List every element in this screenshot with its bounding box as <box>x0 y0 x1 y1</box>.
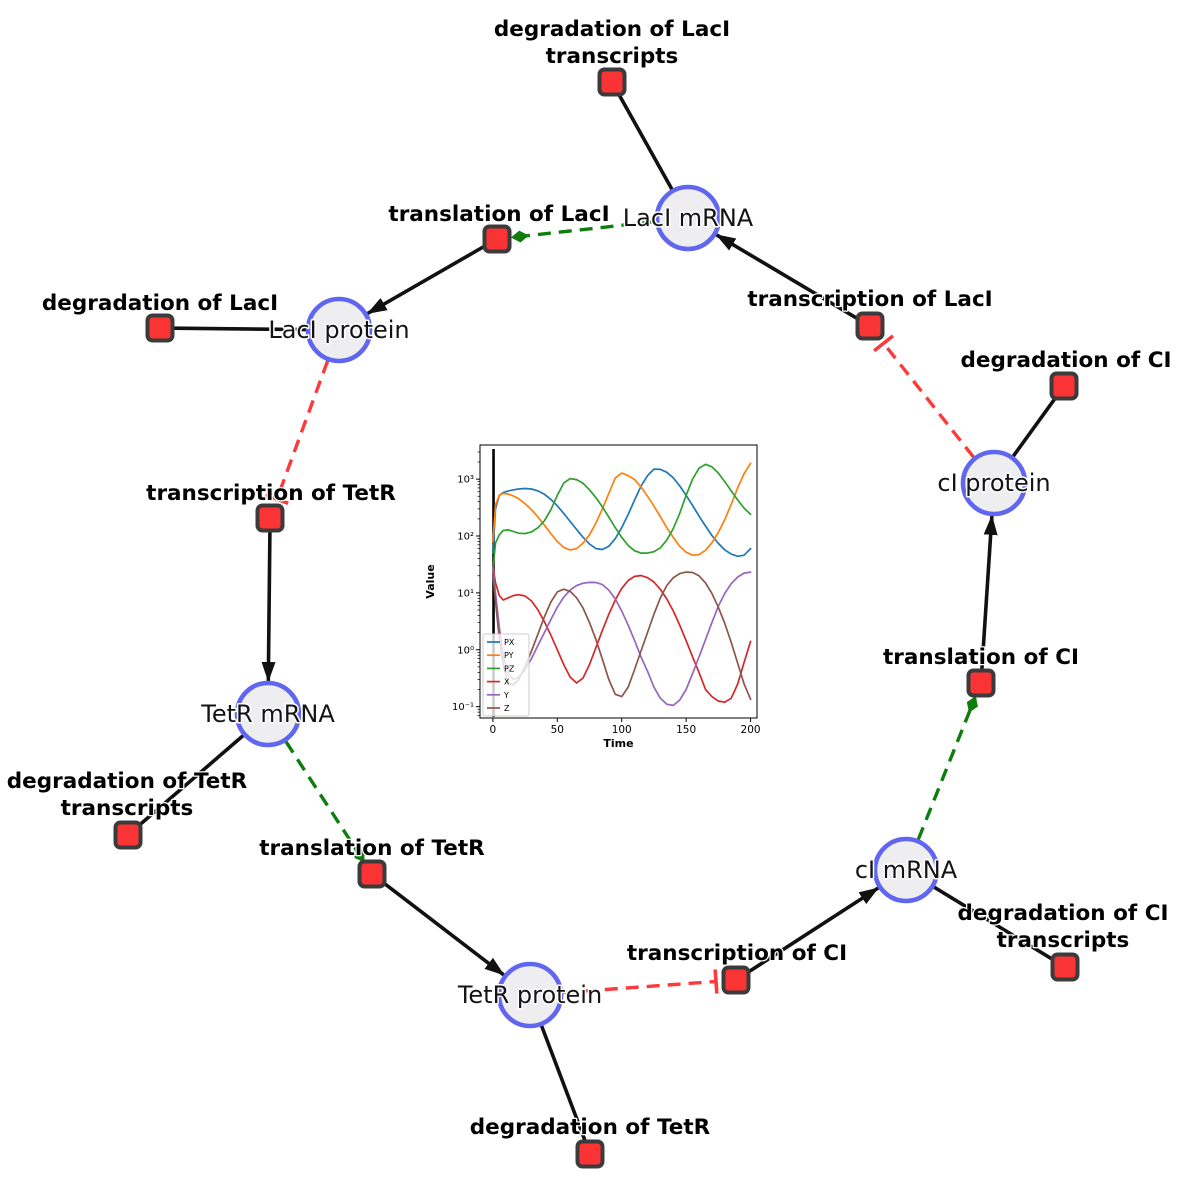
reaction-label: degradation of LacI <box>494 17 730 42</box>
reaction-node-transcription-of-ci[interactable] <box>721 965 751 995</box>
chart-legend: PX PY PZ XYZ <box>482 633 530 717</box>
edge-transcription-of-tetr-to-tetr-mrna <box>261 531 276 682</box>
reaction-label: degradation of TetR <box>470 1115 711 1140</box>
edge-ci-mrna-to-translation-of-ci <box>916 695 978 841</box>
edge-laci-mrna-to-translation-of-laci <box>510 219 656 243</box>
edge-laci-protein-to-degradation-of-laci <box>173 326 307 332</box>
reaction-node-degradation-of-ci-transcripts[interactable] <box>1050 952 1080 982</box>
species-label: cI protein <box>937 469 1050 497</box>
species-node-laci-mrna[interactable] <box>654 184 722 252</box>
reaction-node-degradation-of-ci[interactable] <box>1049 371 1079 401</box>
edges-layer <box>137 93 1058 1142</box>
x-tick-label: 50 <box>551 724 564 736</box>
reaction-label: translation of CI <box>883 645 1079 670</box>
reaction-node-degradation-of-tetr-transcripts[interactable] <box>113 820 143 850</box>
reaction-label: transcription of CI <box>627 941 847 966</box>
species-node-laci-protein[interactable] <box>305 296 373 364</box>
edge-ci-protein-inhibits-transcription-of-laci <box>873 334 975 459</box>
edge-transcription-of-ci-to-ci-mrna <box>746 886 880 974</box>
y-tick-label: 10⁰ <box>457 645 474 656</box>
reaction-node-translation-of-tetr[interactable] <box>357 859 387 889</box>
x-tick-label: 200 <box>741 724 761 736</box>
species-node-ci-mrna[interactable] <box>872 836 940 904</box>
edge-translation-of-laci-to-laci-protein <box>366 244 486 316</box>
reaction-label: transcripts <box>61 796 194 821</box>
x-tick-label: 0 <box>490 724 497 736</box>
species-label: TetR mRNA <box>200 700 335 728</box>
y-tick-label: 10¹ <box>457 588 474 599</box>
chart-series-PY <box>492 462 752 557</box>
x-tick-label: 150 <box>676 724 696 736</box>
reaction-node-degradation-of-laci[interactable] <box>145 313 175 343</box>
reaction-label: degradation of CI <box>961 348 1172 373</box>
reaction-node-translation-of-laci[interactable] <box>482 224 512 254</box>
reaction-node-translation-of-ci[interactable] <box>966 668 996 698</box>
y-tick-label: 10³ <box>457 475 474 486</box>
reaction-label: transcripts <box>546 44 679 69</box>
legend-label-PY: PY <box>504 651 514 660</box>
legend-label-PX: PX <box>504 638 515 647</box>
edge-tetr-protein-to-degradation-of-tetr <box>539 1025 587 1142</box>
chart-axes-box <box>479 444 758 719</box>
species-label: LacI mRNA <box>623 204 754 232</box>
species-label: cI mRNA <box>855 856 958 884</box>
y-tick-label: 10⁻¹ <box>452 702 474 713</box>
x-tick-label: 100 <box>612 724 632 736</box>
edge-tetr-mrna-to-translation-of-tetr <box>284 740 365 863</box>
x-axis-label: Time <box>603 737 633 750</box>
edge-tetr-mrna-to-degradation-of-tetr-transcripts <box>137 734 245 828</box>
species-label: TetR protein <box>457 981 602 1009</box>
legend-label-Z: Z <box>504 704 510 713</box>
reaction-label: degradation of CI <box>958 901 1169 926</box>
reaction-label: transcription of TetR <box>146 481 396 506</box>
legend-label-Y: Y <box>503 691 509 700</box>
reaction-nodes-layer <box>113 67 1080 1169</box>
species-node-tetr-mrna[interactable] <box>234 680 302 748</box>
reaction-node-transcription-of-tetr[interactable] <box>255 503 285 533</box>
reaction-node-transcription-of-laci[interactable] <box>855 311 885 341</box>
labels-layer: degradation of LacI transcripts translat… <box>6 16 1173 1142</box>
edge-ci-protein-to-degradation-of-ci <box>1011 396 1058 458</box>
reaction-label: transcription of LacI <box>747 287 992 312</box>
reaction-node-degradation-of-laci-transcripts[interactable] <box>597 67 627 97</box>
reaction-label: translation of TetR <box>259 836 485 861</box>
species-node-ci-protein[interactable] <box>960 449 1028 517</box>
legend-label-X: X <box>504 678 510 687</box>
edge-transcription-of-laci-to-laci-mrna <box>715 233 859 321</box>
edge-translation-of-tetr-to-tetr-protein <box>382 881 505 977</box>
chart-series-PZ <box>492 463 752 572</box>
species-label: LacI protein <box>268 316 409 344</box>
edge-laci-protein-inhibits-transcription-of-tetr <box>265 360 330 506</box>
y-tick-label: 10² <box>457 532 474 543</box>
reaction-label: degradation of LacI <box>42 291 278 316</box>
edge-ci-mrna-to-degradation-of-ci-transcripts <box>933 885 1055 962</box>
reaction-node-degradation-of-tetr[interactable] <box>575 1139 605 1169</box>
legend-label-PZ: PZ <box>504 664 515 673</box>
y-axis-label: Value <box>424 564 437 598</box>
reaction-label: degradation of TetR <box>7 769 248 794</box>
reaction-label: translation of LacI <box>388 202 609 227</box>
species-nodes-layer <box>234 184 1028 1029</box>
edge-tetr-protein-inhibits-transcription-of-ci <box>562 969 719 995</box>
species-node-tetr-protein[interactable] <box>496 961 564 1029</box>
edge-laci-mrna-to-degradation-of-laci-transcripts <box>617 93 674 191</box>
reaction-label: transcripts <box>997 928 1130 953</box>
chart-series-PX <box>492 468 752 558</box>
edge-translation-of-ci-to-ci-protein <box>980 514 998 670</box>
